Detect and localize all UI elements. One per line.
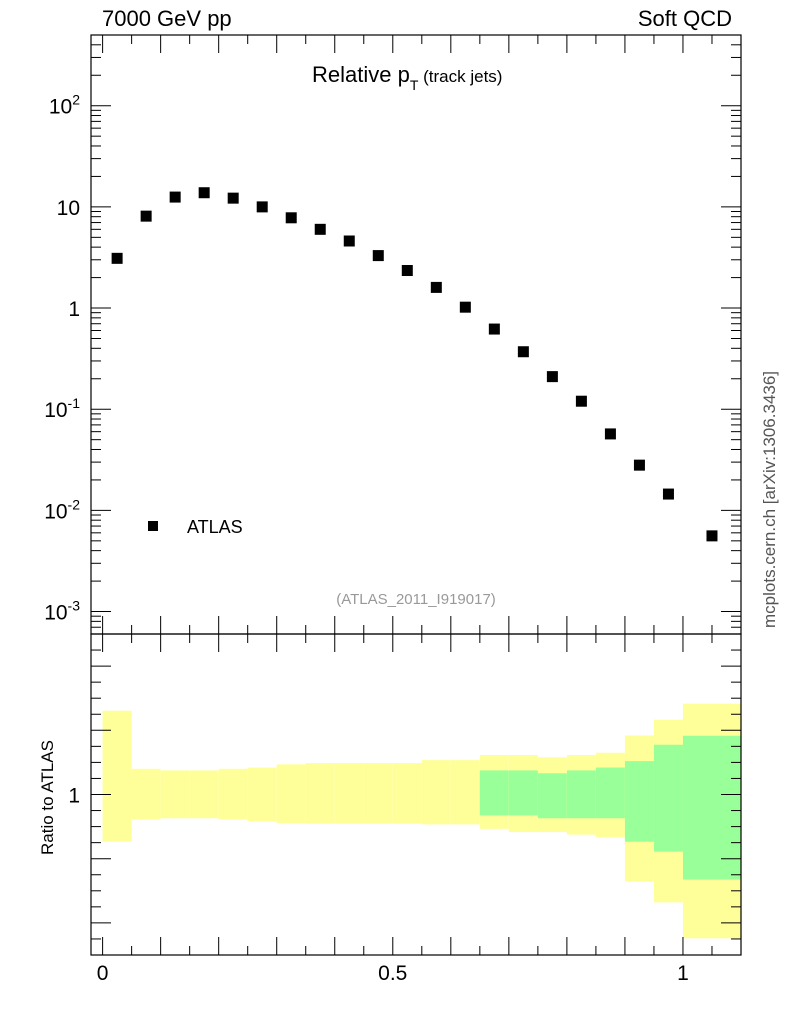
data-point [430, 281, 442, 293]
data-point [343, 235, 355, 247]
data-point [285, 212, 297, 224]
data-point [111, 252, 123, 264]
uncertainty-band-green [508, 770, 538, 816]
y-tick-label: 1 [68, 298, 80, 321]
uncertainty-band-yellow [102, 710, 132, 842]
uncertainty-band-green [682, 735, 741, 880]
y-tick-label: 10-1 [44, 395, 80, 422]
uncertainty-band-yellow [305, 763, 335, 824]
analysis-reference: (ATLAS_2011_I919017) [336, 591, 496, 608]
ratio-panel: 0 0.5 1 1 [68, 633, 742, 985]
data-point [227, 192, 239, 204]
data-point [169, 191, 181, 203]
uncertainty-band-green [566, 770, 596, 819]
main-panel: 10-3 10-2 10-1 1 10 102 Relative pT (track jet… [44, 34, 742, 635]
data-point [706, 530, 718, 542]
data-point [488, 323, 500, 335]
data-point [256, 201, 268, 213]
header-collision-label: 7000 GeV pp [102, 6, 232, 31]
uncertainty-band-yellow [218, 768, 248, 820]
legend-label: ATLAS [187, 517, 243, 537]
header-category-label: Soft QCD [637, 6, 732, 31]
y-tick-label: 10-3 [44, 598, 80, 625]
chart-title: Relative pT (track jets) [312, 62, 502, 93]
data-point [517, 346, 529, 358]
ratio-y-tick-label: 1 [68, 785, 80, 808]
data-point [546, 371, 558, 383]
data-point [459, 301, 471, 313]
uncertainty-band-yellow [276, 764, 306, 824]
data-point [140, 210, 152, 222]
data-point [198, 187, 210, 199]
legend-marker [148, 521, 158, 531]
uncertainty-band-yellow [131, 768, 161, 820]
uncertainty-band-yellow [450, 760, 480, 825]
uncertainty-band-yellow [189, 770, 219, 819]
uncertainty-band-green [595, 767, 625, 819]
data-point [633, 459, 645, 471]
y-tick-label: 102 [49, 92, 80, 119]
main-frame [90, 34, 742, 635]
uncertainty-band-yellow [160, 770, 190, 819]
uncertainty-band-yellow [392, 763, 422, 824]
data-point [314, 223, 326, 235]
uncertainty-band-yellow [363, 763, 393, 824]
uncertainty-band-green [653, 744, 683, 852]
uncertainty-band-yellow [334, 763, 364, 824]
uncertainty-band-yellow [247, 767, 277, 822]
x-tick-label: 1 [677, 962, 689, 985]
y-tick-label: 10-2 [44, 496, 80, 523]
data-point [662, 488, 674, 500]
uncertainty-band-yellow [421, 760, 451, 825]
y-tick-label: 10 [57, 197, 80, 220]
data-point [604, 428, 616, 440]
uncertainty-band-green [537, 773, 567, 819]
data-point [372, 250, 384, 262]
uncertainty-band-green [624, 761, 654, 842]
data-point [575, 395, 587, 407]
x-tick-label: 0.5 [378, 962, 407, 985]
data-point [401, 265, 413, 277]
x-tick-label: 0 [97, 962, 109, 985]
uncertainty-band-green [479, 770, 509, 816]
